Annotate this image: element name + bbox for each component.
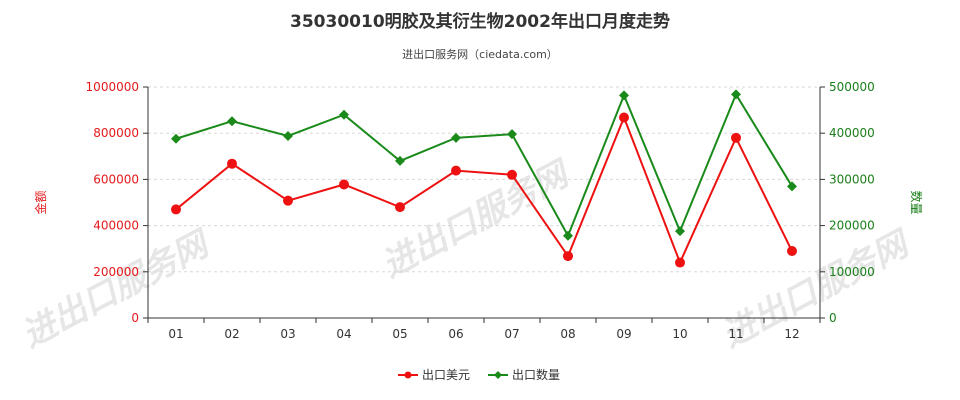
legend-label: 出口美元: [422, 368, 470, 382]
data-point: [675, 257, 685, 268]
data-point: [731, 89, 741, 100]
y-left-axis-title: 金额: [33, 190, 48, 214]
y-right-tick-labels: 0 100000 200000 300000 400000 500000: [829, 80, 875, 325]
legend-item: 出口美元: [398, 368, 470, 382]
x-tick-label: 09: [616, 327, 631, 341]
grid-lines: [148, 86, 820, 273]
data-point: [339, 109, 349, 120]
legend-item: 出口数量: [488, 367, 560, 382]
y-right-tick-label: 400000: [829, 126, 875, 140]
data-point: [227, 116, 237, 127]
y-left-tick-label: 600000: [93, 172, 139, 186]
data-point: [563, 230, 573, 241]
x-tick-label: 08: [560, 327, 575, 341]
data-point: [395, 155, 405, 166]
data-point: [283, 195, 293, 206]
x-tick-label: 07: [504, 327, 519, 341]
data-point: [563, 251, 573, 262]
x-tick-label: 04: [336, 327, 351, 341]
series-usd: [171, 112, 797, 268]
watermark-text: 进出口服务网: [715, 222, 918, 355]
y-right-tick-label: 300000: [829, 172, 875, 186]
legend-swatch-marker: [404, 371, 412, 379]
legend-label: 出口数量: [512, 367, 560, 382]
y-right-tick-label: 500000: [829, 80, 875, 94]
x-tick-label: 01: [168, 327, 183, 341]
data-point: [171, 204, 181, 215]
x-tick-label: 10: [672, 327, 687, 341]
data-point: [227, 158, 237, 169]
x-tick-label: 05: [392, 327, 407, 341]
data-point: [451, 132, 461, 143]
data-point: [507, 129, 517, 140]
y-left-tick-label: 1000000: [86, 80, 139, 94]
y-left-tick-label: 800000: [93, 126, 139, 140]
y-right-tick-label: 0: [829, 311, 837, 325]
data-point: [283, 130, 293, 141]
chart-subtitle: 进出口服务网（ciedata.com）: [402, 47, 558, 61]
data-point: [675, 226, 685, 237]
y-left-tick-labels: 0 200000 400000 600000 800000 1000000: [86, 80, 139, 325]
y-right-tick-label: 200000: [829, 219, 875, 233]
y-left-tick-label: 400000: [93, 219, 139, 233]
x-tick-labels: 01 02 03 04 05 06 07 08 09 10 11 12: [168, 327, 799, 341]
axes: [143, 86, 825, 323]
x-tick-label: 02: [224, 327, 239, 341]
data-point: [619, 112, 629, 123]
data-point: [171, 133, 181, 144]
data-point: [787, 246, 797, 257]
y-left-tick-label: 200000: [93, 265, 139, 279]
series-qty: [171, 89, 797, 241]
data-point: [339, 179, 349, 190]
data-point: [507, 169, 517, 180]
series-line: [175, 92, 793, 239]
x-tick-label: 06: [448, 327, 463, 341]
chart-title: 35030010明胶及其衍生物2002年出口月度走势: [290, 11, 670, 32]
y-left-tick-label: 0: [131, 311, 139, 325]
legend: 出口美元 出口数量: [398, 367, 560, 382]
x-tick-label: 11: [728, 327, 743, 341]
x-tick-label: 12: [784, 327, 799, 341]
data-point: [395, 202, 405, 213]
x-tick-label: 03: [280, 327, 295, 341]
data-point: [731, 132, 741, 143]
series-line: [175, 114, 793, 266]
data-point: [451, 165, 461, 176]
legend-swatch-marker: [494, 371, 502, 379]
y-right-axis-title: 数量: [909, 190, 924, 214]
y-right-tick-label: 100000: [829, 265, 875, 279]
series-layer: [171, 89, 797, 268]
data-point: [787, 181, 797, 192]
watermark-text: 进出口服务网: [15, 222, 218, 355]
data-point: [619, 90, 629, 101]
